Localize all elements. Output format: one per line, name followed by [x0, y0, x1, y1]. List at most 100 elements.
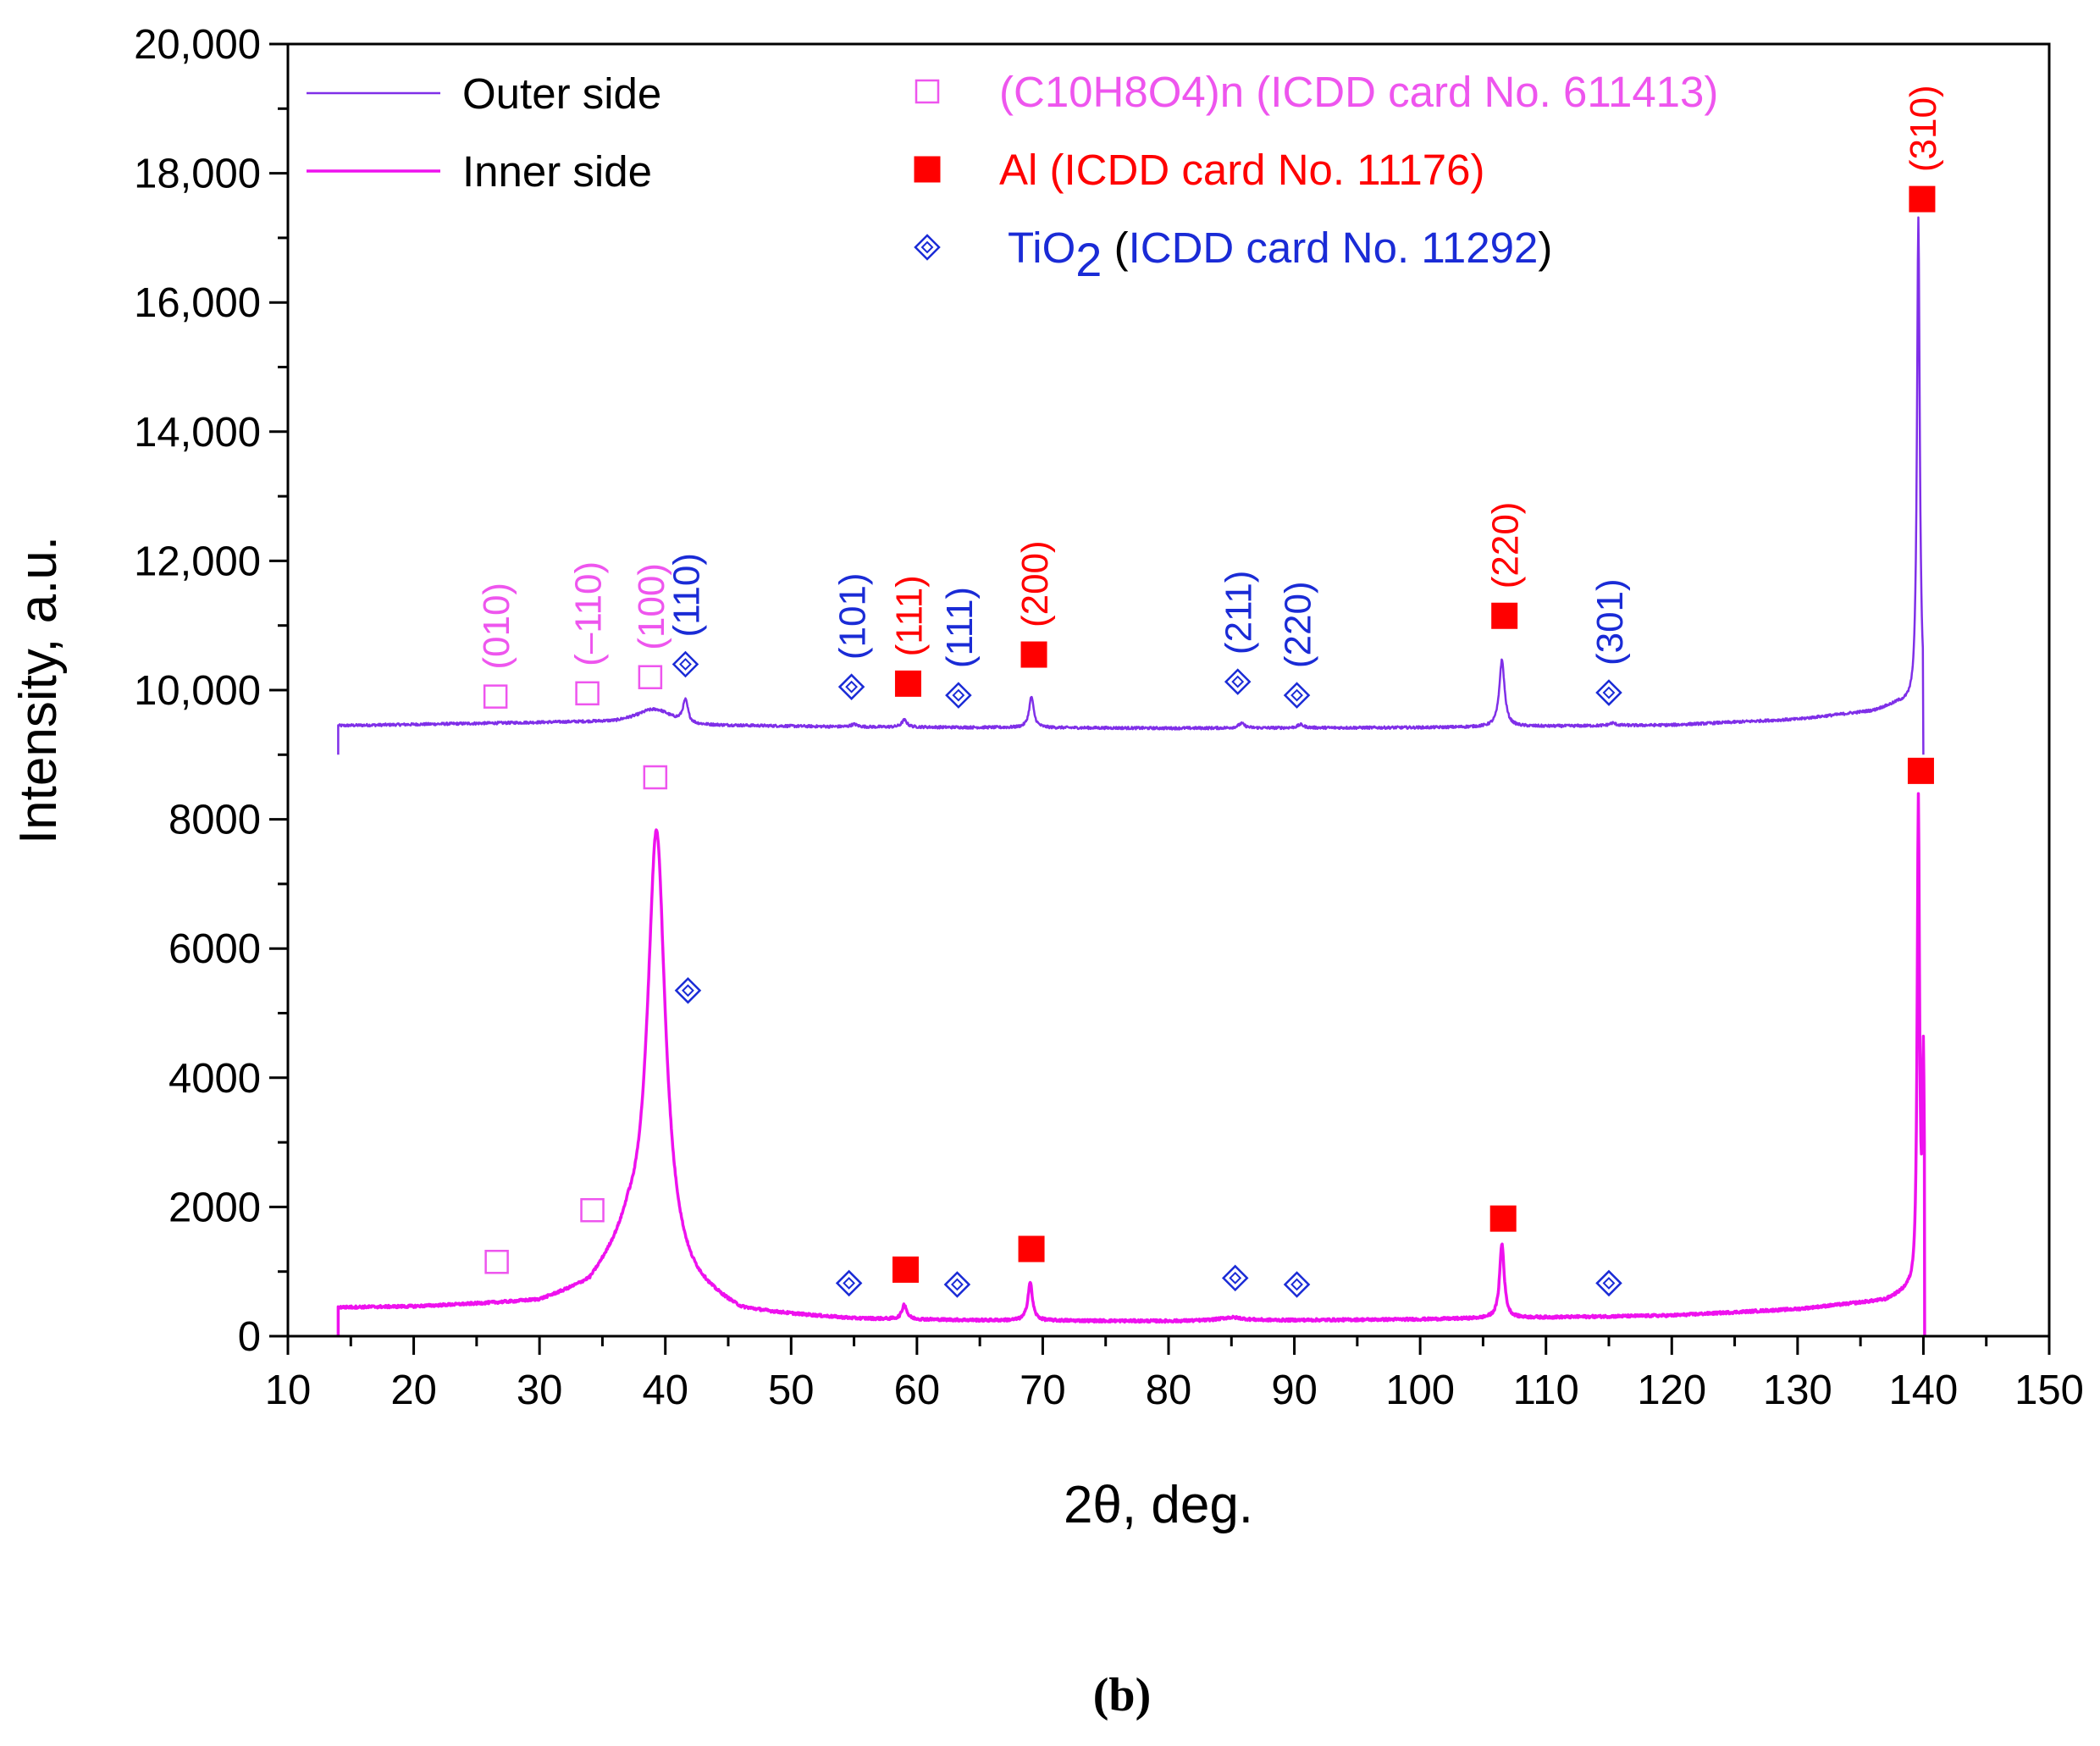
diamond-inner — [845, 680, 859, 693]
phase-marker — [1907, 757, 1934, 784]
peak-label: (100) — [631, 563, 672, 650]
x-tick-label: 20 — [390, 1368, 437, 1413]
peak-label: (010) — [476, 583, 517, 670]
x-tick-label: 150 — [2014, 1368, 2084, 1413]
phase-marker — [945, 682, 972, 709]
phase-marker — [483, 684, 508, 709]
diamond-inner — [1290, 688, 1303, 702]
x-tick-label: 50 — [768, 1368, 815, 1413]
diamond-outer — [1283, 1271, 1311, 1298]
phase-marker — [575, 681, 600, 706]
diamond-inner — [679, 658, 692, 671]
peak-label: (220) — [1278, 581, 1319, 668]
diamond-outer — [671, 650, 699, 678]
series-layer — [336, 216, 1926, 1337]
peak-label: (–110) — [568, 561, 610, 666]
diamond-outer — [1224, 668, 1252, 695]
phase-marker — [943, 1271, 971, 1298]
legend-label-rest: ICDD card No. 11292 — [1129, 224, 1539, 272]
diamond-outer — [1595, 679, 1622, 706]
diamond-outer — [1221, 1264, 1249, 1292]
phase-marker — [638, 665, 663, 689]
phase-marker — [892, 1256, 919, 1283]
diamond-inner — [1229, 1271, 1242, 1285]
diamond-inner — [920, 240, 934, 254]
marker-layer — [483, 185, 1936, 1298]
diamond-inner — [1602, 1277, 1616, 1290]
legend-label-subscript: 2 — [1075, 233, 1102, 286]
peak-label: (111) — [939, 587, 981, 668]
x-tick-label: 110 — [1513, 1368, 1579, 1413]
peak-label: (211) — [1219, 571, 1260, 655]
x-tick-label: 140 — [1889, 1368, 1959, 1413]
diamond-inner — [682, 984, 694, 997]
x-tick-label: 40 — [642, 1368, 688, 1413]
y-tick-label: 6000 — [169, 926, 261, 972]
phase-marker — [580, 1197, 605, 1223]
legend-marker-swatch — [914, 234, 941, 261]
phase-marker — [837, 673, 865, 700]
diamond-inner — [952, 688, 965, 702]
legend-line-label: Outer side — [462, 69, 661, 118]
legend-line-label: Inner side — [462, 147, 652, 196]
x-tick-label: 130 — [1763, 1368, 1832, 1413]
y-tick-label: 10,000 — [134, 668, 261, 714]
phase-marker — [1224, 668, 1252, 695]
diamond-outer — [945, 682, 972, 709]
legend-marker-swatch — [914, 156, 941, 183]
peak-label: (220) — [1485, 502, 1527, 589]
legend-marker-label: (C10H8O4)n (ICDD card No. 611413) — [999, 68, 1718, 116]
diamond-outer — [1595, 1269, 1622, 1297]
y-tick-label: 20,000 — [134, 22, 261, 68]
peak-label: (310) — [1903, 85, 1944, 172]
phase-marker — [1018, 1235, 1045, 1263]
legend: Outer side Inner side (C10H8O4)n (ICDD car… — [307, 68, 1718, 286]
peak-label: (101) — [832, 572, 874, 660]
phase-marker — [835, 1269, 863, 1297]
series-line-outer-side — [337, 216, 1925, 755]
legend-label-open-paren: ( — [1102, 224, 1128, 272]
legend-marker-swatch — [915, 79, 940, 104]
diamond-outer — [835, 1269, 863, 1297]
diamond-inner — [843, 1277, 856, 1290]
axes-layer: 10 20 30 40 50 60 70 80 90 100 110 120 130 140 150 0 200… — [134, 22, 2084, 1413]
diamond-inner — [1231, 675, 1245, 688]
y-tick-label: 2000 — [169, 1185, 261, 1230]
diamond-inner — [950, 1278, 964, 1291]
x-tick-label: 80 — [1146, 1368, 1192, 1413]
y-axis-title: Intensity, a.u. — [9, 536, 68, 844]
panel-label: (b) — [1093, 1669, 1151, 1721]
phase-marker — [674, 977, 702, 1004]
diamond-outer — [914, 234, 941, 261]
diamond-inner — [1290, 1278, 1303, 1291]
phase-marker — [643, 765, 668, 790]
peak-label: (110) — [666, 553, 707, 637]
y-tick-label: 16,000 — [134, 280, 261, 326]
x-tick-label: 30 — [517, 1368, 563, 1413]
phase-marker — [1491, 602, 1518, 629]
legend-marker-label: Al (ICDD card No. 11176) — [999, 146, 1484, 194]
diamond-outer — [943, 1271, 971, 1298]
y-tick-label: 8000 — [169, 798, 261, 843]
peak-label: (301) — [1589, 578, 1631, 666]
x-axis-title: 2θ, deg. — [1064, 1476, 1253, 1534]
legend-label-main: TiO — [1008, 224, 1075, 272]
phase-marker — [1283, 1271, 1311, 1298]
diamond-outer — [1283, 682, 1311, 709]
phase-marker — [1595, 679, 1622, 706]
legend-label-close-paren: ) — [1538, 224, 1552, 272]
x-tick-label: 90 — [1271, 1368, 1318, 1413]
x-tick-label: 60 — [894, 1368, 941, 1413]
phase-marker — [484, 1250, 509, 1274]
phase-marker — [1020, 641, 1047, 668]
x-tick-label: 70 — [1020, 1368, 1066, 1413]
y-tick-label: 4000 — [169, 1056, 261, 1102]
peak-label: (111) — [888, 575, 930, 656]
panel-label-letter: b — [1108, 1669, 1135, 1721]
peak-label-layer: (010) (–110) (100)(110) (101) (111) (111) (200… — [476, 85, 1944, 669]
phase-marker — [671, 650, 699, 678]
phase-marker — [1489, 1205, 1517, 1232]
phase-marker — [1909, 185, 1936, 213]
